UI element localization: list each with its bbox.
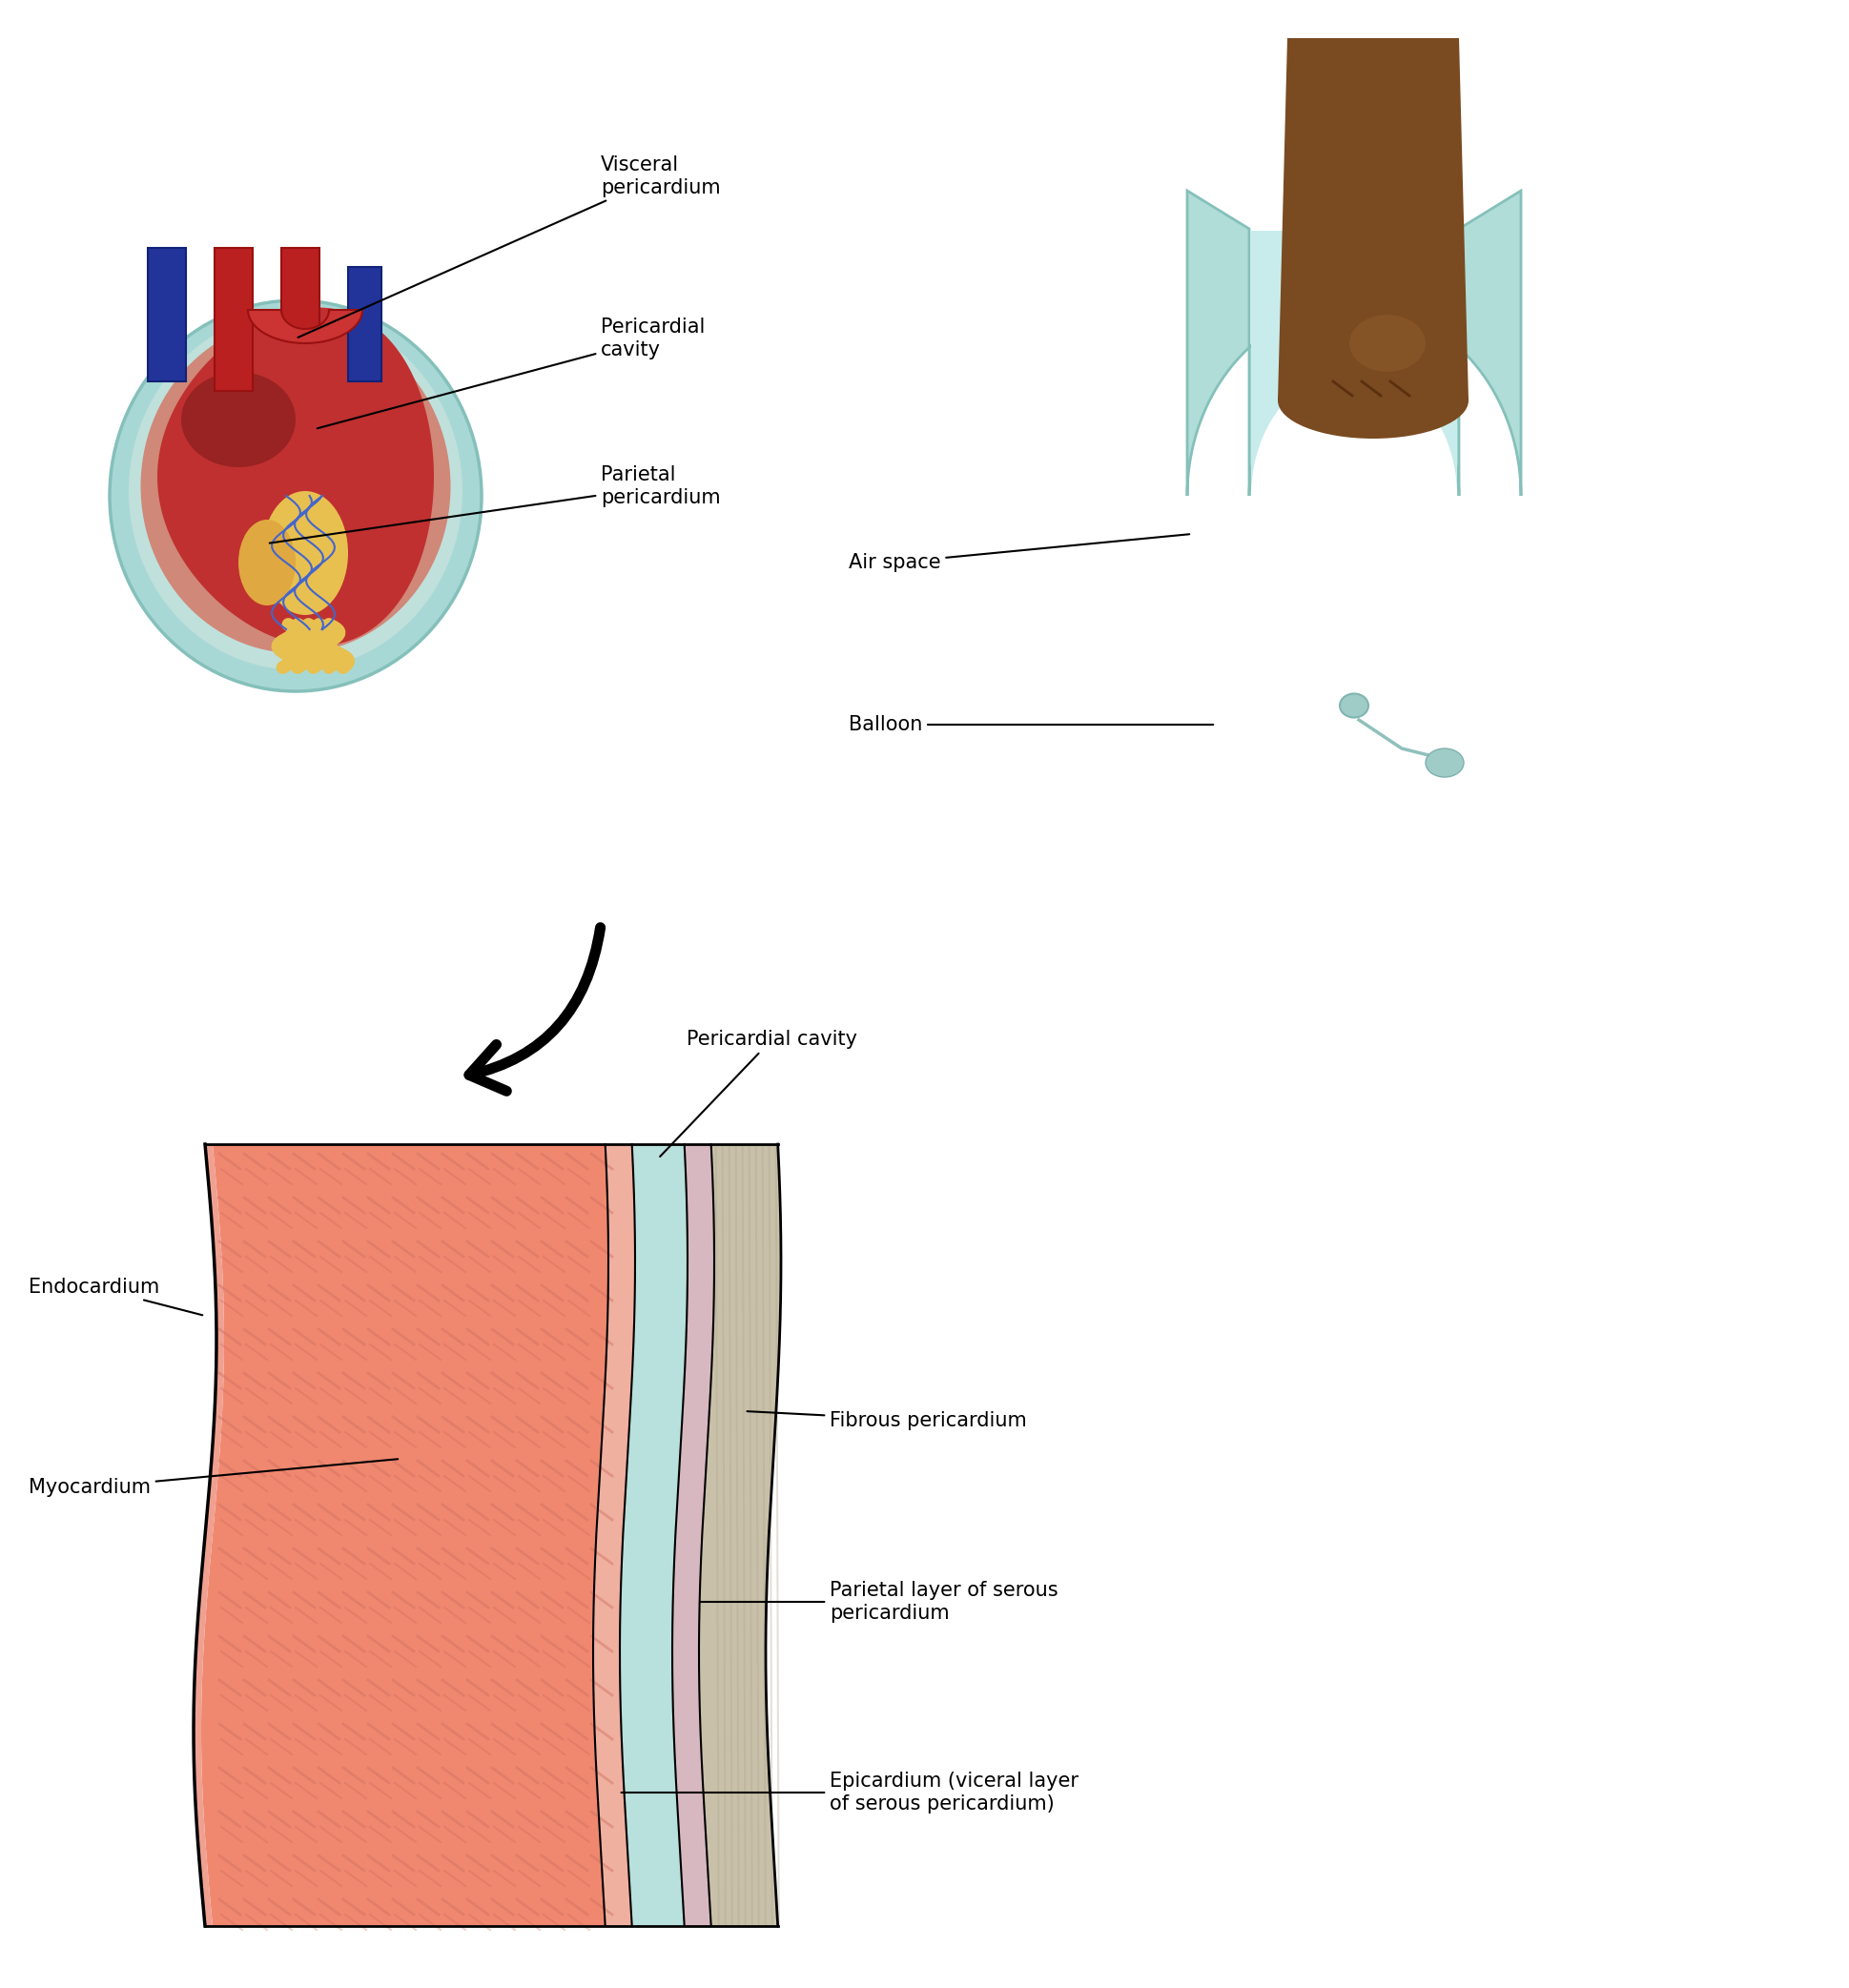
Text: Pericardial cavity: Pericardial cavity [660,1030,858,1157]
Polygon shape [202,1145,608,1926]
Text: Myocardium: Myocardium [28,1459,398,1497]
Polygon shape [157,308,435,646]
Ellipse shape [1278,362,1468,439]
Text: Parietal layer of serous
pericardium: Parietal layer of serous pericardium [701,1580,1058,1622]
Polygon shape [248,310,362,344]
Text: Pericardial
cavity: Pericardial cavity [316,318,704,427]
FancyArrowPatch shape [470,928,601,1091]
Ellipse shape [1339,694,1368,718]
Text: Endocardium: Endocardium [28,1278,202,1316]
Ellipse shape [1426,747,1463,777]
Text: Visceral
pericardium: Visceral pericardium [298,155,719,338]
Ellipse shape [141,320,451,654]
Text: Parietal
pericardium: Parietal pericardium [270,465,719,543]
Polygon shape [1250,231,1457,495]
Polygon shape [214,248,253,392]
Polygon shape [594,1145,634,1926]
Ellipse shape [181,372,296,467]
Text: Balloon: Balloon [849,716,1213,734]
Ellipse shape [109,300,481,692]
Polygon shape [619,1145,688,1926]
Text: Fibrous pericardium: Fibrous pericardium [747,1411,1026,1429]
Polygon shape [1187,191,1520,495]
Polygon shape [281,248,320,334]
Text: Epicardium (viceral layer
of serous pericardium): Epicardium (viceral layer of serous peri… [621,1771,1078,1813]
Ellipse shape [239,519,296,606]
Polygon shape [148,248,187,382]
Ellipse shape [263,491,348,614]
Ellipse shape [129,312,462,670]
Text: Air space: Air space [849,535,1189,573]
Polygon shape [348,266,381,382]
Polygon shape [699,1145,780,1926]
Polygon shape [194,1145,224,1926]
Ellipse shape [1348,314,1426,372]
Polygon shape [671,1145,714,1926]
Polygon shape [1278,38,1468,400]
